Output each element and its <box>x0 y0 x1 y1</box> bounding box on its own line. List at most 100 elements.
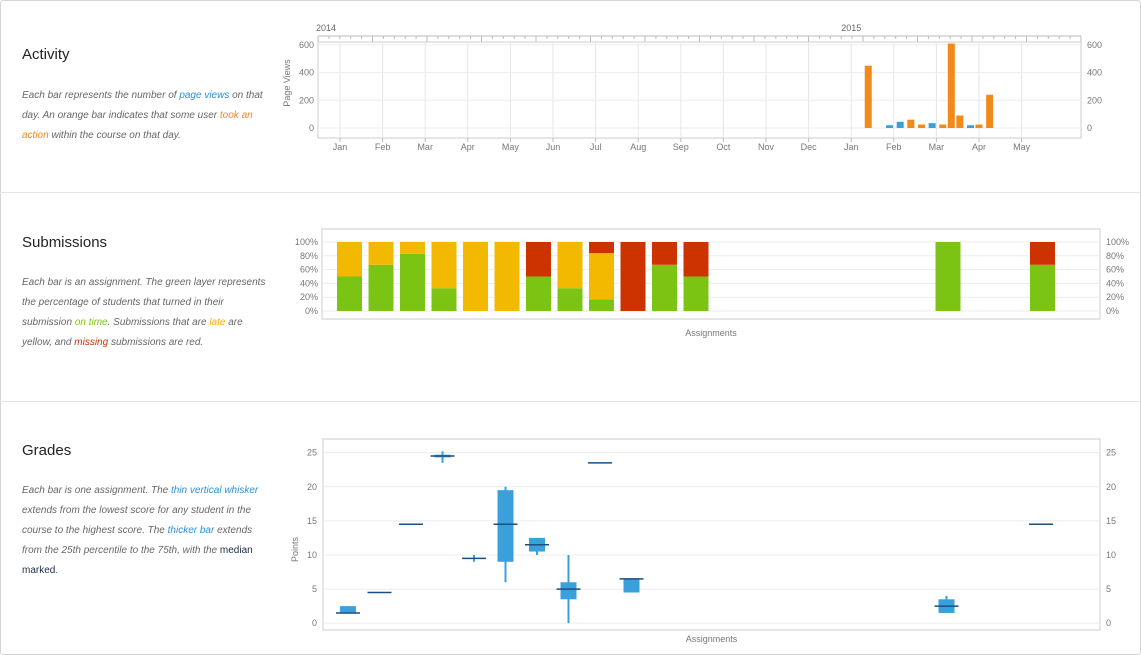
grade-box <box>497 490 514 562</box>
submission-bar-late <box>494 242 520 311</box>
y-axis-label: Page Views <box>282 59 292 107</box>
grades-desc-text-1: Each bar is one assignment. The <box>22 485 171 496</box>
late-link[interactable]: late <box>209 317 226 328</box>
y-tick-label-right: 5 <box>1106 584 1111 594</box>
grades-description: Each bar is one assignment. The thin ver… <box>22 481 270 581</box>
y-tick-label-right: 600 <box>1087 40 1102 50</box>
divider <box>0 401 1141 402</box>
y-tick-label-right: 20% <box>1106 292 1124 302</box>
month-label: Apr <box>972 142 986 152</box>
grades-desc-text-3: extends from the 25th percentile to the … <box>22 525 253 556</box>
y-tick-label: 5 <box>312 584 317 594</box>
thicker-bar-link[interactable]: thicker bar <box>167 525 215 536</box>
y-tick-label-right: 0 <box>1087 123 1092 133</box>
y-tick-label: 200 <box>299 95 314 105</box>
submission-bar-missing <box>683 242 709 277</box>
y-tick-label: 600 <box>299 40 314 50</box>
submissions-desc-text-1: Each bar is an assignment. The green lay… <box>22 277 266 328</box>
year-label: 2015 <box>841 23 861 33</box>
activity-bar <box>896 121 904 128</box>
activity-bar <box>917 124 925 128</box>
y-tick-label-right: 0 <box>1106 618 1111 628</box>
y-tick-label-right: 20 <box>1106 482 1116 492</box>
submission-bar-late <box>400 242 425 254</box>
month-label: Mar <box>929 142 945 152</box>
submission-bar-missing <box>652 242 677 265</box>
submission-bar-missing <box>620 242 646 311</box>
month-label: Oct <box>716 142 731 152</box>
y-tick-label: 25 <box>307 448 317 458</box>
grades-title: Grades <box>22 442 72 459</box>
submission-bar-on-time <box>337 276 362 311</box>
submissions-plot-area <box>321 228 1101 320</box>
submission-bar-late <box>557 242 583 289</box>
took-an-action-link[interactable]: took an action <box>22 110 253 141</box>
y-tick-label: 20% <box>300 292 318 302</box>
month-label: Dec <box>801 142 818 152</box>
y-tick-label-right: 10 <box>1106 550 1116 560</box>
activity-bar <box>939 124 947 128</box>
y-tick-label: 60% <box>300 265 318 275</box>
month-label: Jun <box>546 142 561 152</box>
activity-bar <box>975 124 983 128</box>
month-label: Feb <box>886 142 902 152</box>
y-tick-label: 100% <box>295 237 318 247</box>
y-tick-label-right: 0% <box>1106 306 1119 316</box>
submission-bar-on-time <box>589 299 614 311</box>
y-tick-label-right: 40% <box>1106 278 1124 288</box>
grade-box <box>623 578 640 593</box>
submission-bar-on-time <box>368 264 394 311</box>
submission-bar-missing <box>589 242 614 254</box>
grades-desc-text-2: extends from the lowest score for any st… <box>22 505 252 536</box>
missing-link[interactable]: missing <box>74 337 109 348</box>
activity-chart: 2014 2015 0 0 200 200 400 400 600 600 Page Views Ja… <box>282 23 1102 152</box>
month-label: May <box>1013 142 1031 152</box>
y-tick-label: 40% <box>300 278 318 288</box>
x-axis-label: Assignments <box>685 328 737 338</box>
y-tick-label: 15 <box>307 516 317 526</box>
activity-desc-text-3: within the course on that day. <box>48 130 181 141</box>
month-label: Apr <box>461 142 475 152</box>
median-marked-link[interactable]: median marked <box>22 545 253 576</box>
grade-box <box>560 582 577 600</box>
y-tick-label: 400 <box>299 68 314 78</box>
grades-chart: 0 0 5 5 10 10 15 15 20 20 25 25 Points Assignments <box>290 438 1116 644</box>
activity-bar <box>864 65 872 128</box>
activity-bar <box>956 115 964 128</box>
submission-bar-missing <box>1030 242 1055 265</box>
submission-bar-late <box>463 242 488 311</box>
activity-bar <box>928 123 936 128</box>
y-axis-label: Points <box>290 536 300 562</box>
submission-bar-on-time <box>526 276 551 311</box>
activity-bar <box>947 43 955 128</box>
grades-plot-area <box>322 438 1101 631</box>
y-tick-label: 0% <box>305 306 318 316</box>
y-tick-label: 10 <box>307 550 317 560</box>
thin-vertical-whisker-link[interactable]: thin vertical whisker <box>170 485 259 496</box>
submission-bar-late <box>431 242 457 289</box>
activity-desc-text-1: Each bar represents the number of <box>22 90 180 101</box>
grades-section: Grades Each bar is one assignment. The t… <box>0 402 1141 655</box>
y-tick-label: 20 <box>307 482 317 492</box>
submissions-desc-text-3: are yellow, and <box>22 317 243 348</box>
activity-bar <box>986 94 994 128</box>
activity-bar <box>886 125 894 128</box>
submission-bar-late <box>368 242 394 265</box>
month-label: Jan <box>333 142 348 152</box>
y-tick-label-right: 60% <box>1106 265 1124 275</box>
activity-bar <box>966 125 974 128</box>
month-label: Aug <box>630 142 646 152</box>
submission-bar-on-time <box>652 264 677 311</box>
submissions-chart: 0% 0% 20% 20% 40% 40% 60% 60% 80% 80% 100% 100% Assi… <box>295 228 1129 338</box>
submission-bar-on-time <box>935 242 961 311</box>
divider <box>0 192 1141 193</box>
month-label: May <box>502 142 520 152</box>
y-tick-label-right: 100% <box>1106 237 1129 247</box>
grades-desc-text-4: . <box>55 565 59 576</box>
y-tick-label-right: 80% <box>1106 251 1124 261</box>
activity-plot-area <box>317 41 1082 139</box>
on-time-link[interactable]: on time <box>74 317 108 328</box>
y-tick-label-right: 25 <box>1106 448 1116 458</box>
page-views-link[interactable]: page views <box>179 90 230 101</box>
month-label: Sep <box>673 142 689 152</box>
